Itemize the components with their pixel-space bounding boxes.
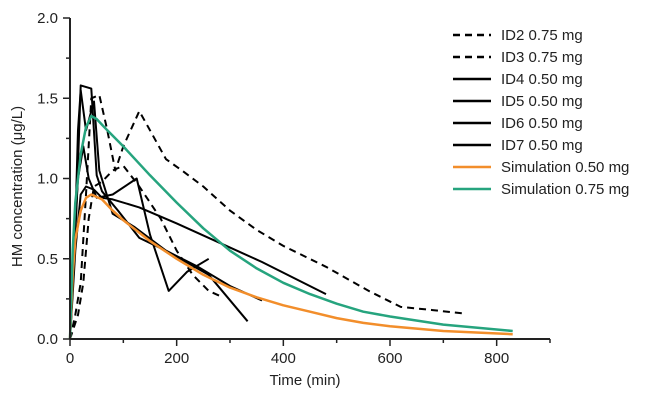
series-line-8 <box>68 114 513 340</box>
legend-label: ID6 0.50 mg <box>501 115 583 132</box>
plot-area <box>68 84 513 340</box>
x-tick-label: 600 <box>377 350 402 367</box>
series-line-7 <box>68 193 513 340</box>
legend-label: ID7 0.50 mg <box>501 137 583 154</box>
y-tick-label: 0.5 <box>37 251 58 268</box>
series-line-5 <box>69 84 263 340</box>
y-axis-label: HM concentration (μg/L) <box>9 106 26 267</box>
x-ticks: 0 200 400 600 800 <box>66 339 551 367</box>
legend-label: ID4 0.50 mg <box>501 71 583 88</box>
x-tick-label: 800 <box>484 350 509 367</box>
legend-label: Simulation 0.50 mg <box>501 159 629 176</box>
axes <box>69 18 550 340</box>
legend-label: ID5 0.50 mg <box>501 93 583 110</box>
series-line-1 <box>69 94 463 340</box>
x-tick-label: 400 <box>271 350 296 367</box>
x-tick-label: 200 <box>164 350 189 367</box>
legend-label: Simulation 0.75 mg <box>501 181 629 198</box>
y-ticks: 0.0 0.5 1.0 1.5 2.0 <box>37 10 70 348</box>
y-tick-label: 2.0 <box>37 10 58 27</box>
y-tick-label: 0.0 <box>37 331 58 348</box>
legend-label: ID2 0.75 mg <box>501 27 583 44</box>
legend-label: ID3 0.75 mg <box>501 49 583 66</box>
series-line-3 <box>69 89 249 340</box>
y-tick-label: 1.0 <box>37 171 58 188</box>
series-line-4 <box>69 185 327 340</box>
x-tick-label: 0 <box>66 350 74 367</box>
series-line-2 <box>69 164 220 340</box>
legend: ID2 0.75 mg ID3 0.75 mg ID4 0.50 mg ID5 0.5… <box>453 27 629 198</box>
y-tick-label: 1.5 <box>37 90 58 107</box>
x-axis-label: Time (min) <box>269 372 340 389</box>
